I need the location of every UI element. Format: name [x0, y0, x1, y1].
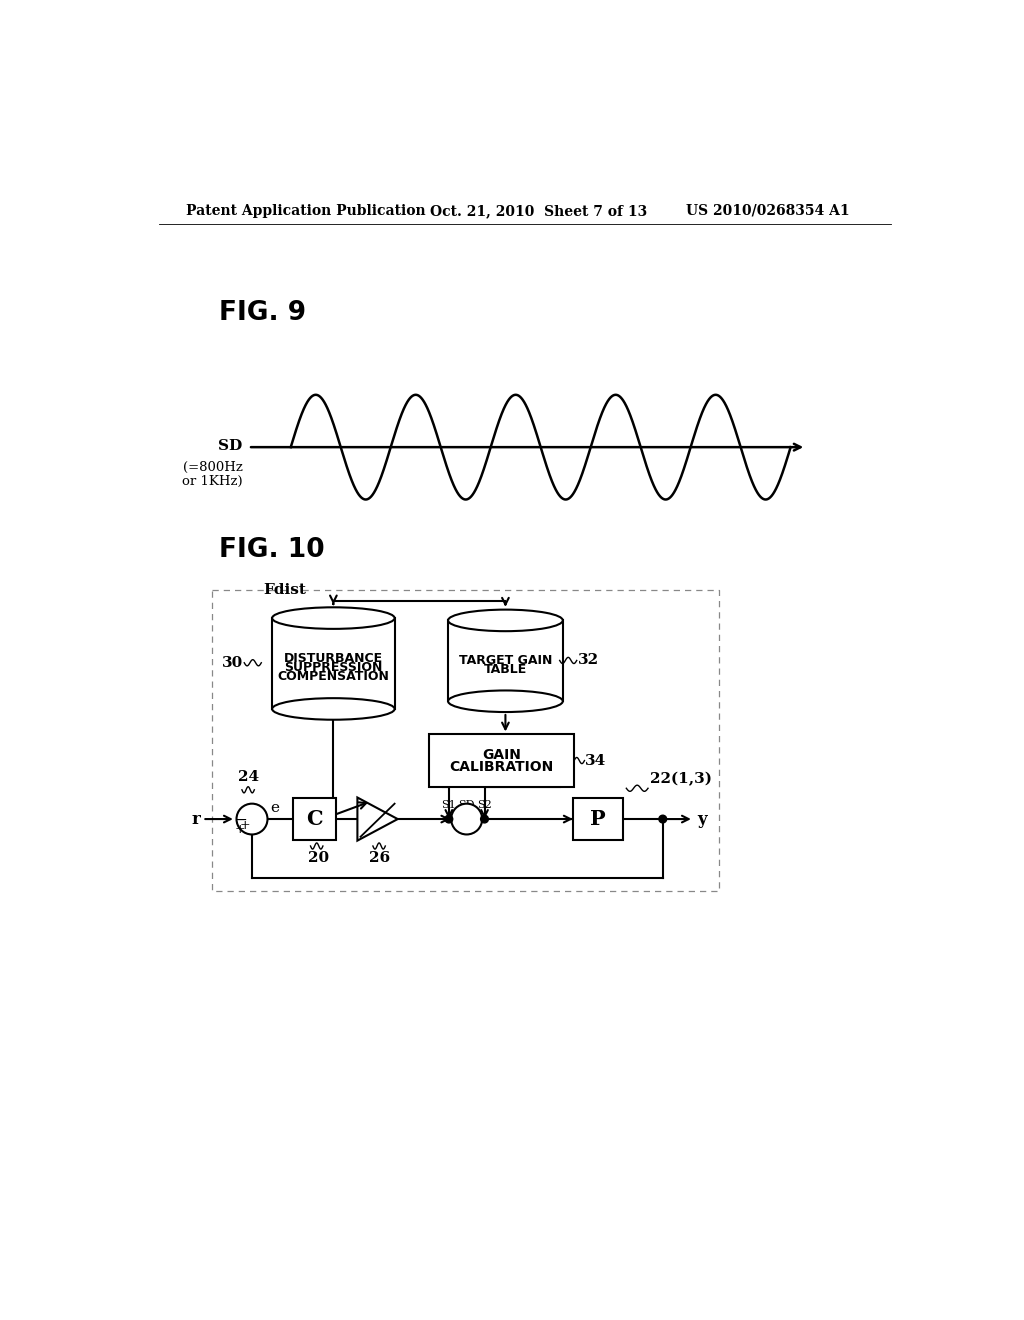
Text: S1: S1: [441, 800, 457, 810]
Text: SD: SD: [218, 438, 243, 453]
Text: y: y: [697, 810, 708, 828]
Circle shape: [658, 816, 667, 822]
Circle shape: [445, 816, 453, 822]
Text: +: +: [234, 824, 245, 837]
Bar: [272, 618, 394, 709]
Text: GAIN: GAIN: [482, 748, 521, 762]
Ellipse shape: [449, 610, 563, 631]
Text: FIG. 10: FIG. 10: [219, 537, 325, 564]
Text: COMPENSATION: COMPENSATION: [278, 669, 389, 682]
Text: (=800Hz: (=800Hz: [183, 461, 243, 474]
Circle shape: [480, 816, 488, 822]
Text: 30: 30: [221, 656, 243, 669]
Text: DISTURBANCE: DISTURBANCE: [284, 652, 383, 665]
Text: 34: 34: [586, 754, 606, 767]
Text: 32: 32: [578, 653, 599, 668]
Polygon shape: [357, 797, 397, 841]
Text: −: −: [234, 814, 245, 828]
Text: Fdist: Fdist: [263, 583, 306, 597]
Text: 26: 26: [370, 850, 390, 865]
Text: SD: SD: [459, 800, 475, 810]
Text: TARGET GAIN: TARGET GAIN: [459, 653, 552, 667]
Text: e: e: [270, 801, 280, 816]
Text: −: −: [236, 813, 247, 826]
Circle shape: [452, 804, 482, 834]
Text: 24: 24: [238, 770, 259, 784]
Text: FIG. 9: FIG. 9: [219, 300, 306, 326]
Ellipse shape: [272, 698, 394, 719]
Bar: [293, 797, 336, 841]
Text: S2: S2: [477, 800, 492, 810]
Text: TABLE: TABLE: [483, 663, 527, 676]
Text: US 2010/0268354 A1: US 2010/0268354 A1: [686, 203, 850, 218]
Text: +: +: [240, 818, 250, 832]
Text: Patent Application Publication: Patent Application Publication: [186, 203, 426, 218]
Text: Oct. 21, 2010  Sheet 7 of 13: Oct. 21, 2010 Sheet 7 of 13: [430, 203, 647, 218]
Text: SUPPRESSION: SUPPRESSION: [285, 661, 383, 675]
Ellipse shape: [449, 690, 563, 711]
Text: 20: 20: [307, 850, 329, 865]
Bar: [429, 734, 574, 787]
Bar: [572, 797, 624, 841]
Bar: [449, 620, 563, 701]
Circle shape: [237, 804, 267, 834]
Text: r: r: [191, 810, 200, 828]
Ellipse shape: [272, 607, 394, 628]
Text: CALIBRATION: CALIBRATION: [450, 760, 554, 775]
Text: C: C: [306, 809, 323, 829]
Text: or 1KHz): or 1KHz): [182, 475, 243, 488]
Text: 22(1,3): 22(1,3): [650, 772, 713, 787]
Text: P: P: [590, 809, 606, 829]
